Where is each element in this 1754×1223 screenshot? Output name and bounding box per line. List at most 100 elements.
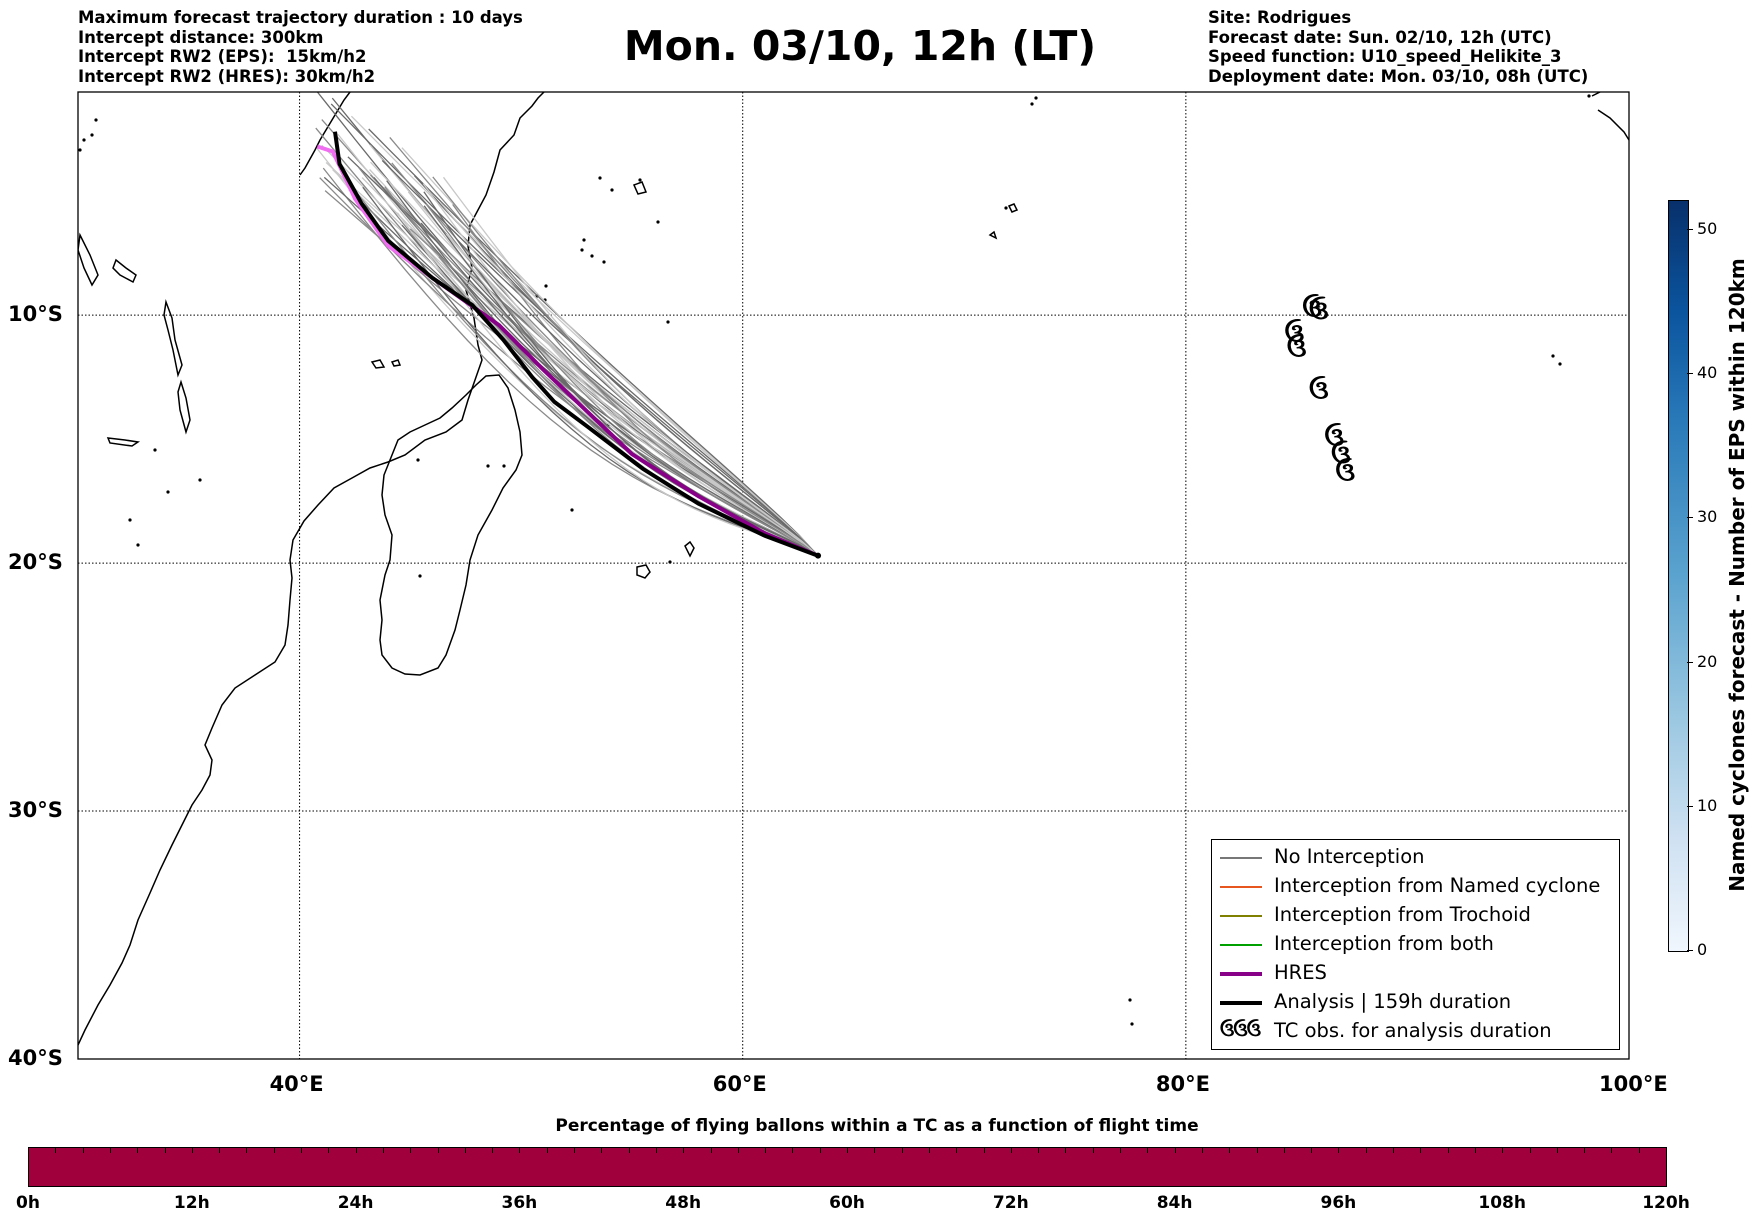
islet: [90, 133, 94, 137]
flight-time-minor-tick: [1474, 1147, 1476, 1153]
comoros-island: [370, 359, 386, 369]
eps-track: [401, 147, 819, 557]
islet: [570, 508, 574, 512]
flight-time-minor-tick: [164, 1147, 166, 1153]
eps-colorbar-tick-label: 10: [1697, 795, 1718, 815]
islet: [610, 188, 614, 192]
flight-time-minor-tick: [1092, 1147, 1094, 1153]
flight-time-minor-tick: [628, 1147, 630, 1153]
flight-time-minor-tick: [464, 1147, 466, 1153]
eps-colorbar-tick-mark: [1687, 373, 1693, 375]
flight-time-minor-tick: [219, 1147, 221, 1153]
flight-time-minor-tick: [765, 1147, 767, 1153]
lon-tick-label: 60°E: [712, 1072, 767, 1096]
islet: [1130, 1022, 1134, 1026]
flight-time-minor-tick: [737, 1147, 739, 1153]
eps-track: [445, 233, 819, 557]
islet: [416, 458, 420, 462]
sumatra-fragment: [1597, 109, 1629, 141]
flight-time-minor-tick: [928, 1147, 930, 1153]
islet: [668, 560, 672, 564]
madagascar-coastline: [379, 374, 523, 676]
islet: [602, 260, 606, 264]
flight-time-minor-tick: [983, 1147, 985, 1153]
eps-track: [439, 202, 819, 557]
flight-time-minor-tick: [901, 1147, 903, 1153]
eps-colorbar-tick-mark: [1687, 805, 1693, 807]
east-coast-fragment: [1591, 92, 1601, 97]
islet: [1034, 96, 1038, 100]
flight-time-minor-tick: [328, 1147, 330, 1153]
tc-obs-symbol: ઉ: [1336, 457, 1356, 487]
flight-time-minor-tick: [710, 1147, 712, 1153]
seychelles-island: [632, 181, 648, 195]
islet: [153, 448, 157, 452]
tc-obs-symbol: ઉ: [1331, 440, 1351, 470]
flight-time-minor-tick: [655, 1147, 657, 1153]
flight-time-minor-tick: [1201, 1147, 1203, 1153]
legend-item: Analysis | 159h duration: [1212, 989, 1619, 1018]
flight-time-tick-label: 36h: [501, 1193, 538, 1213]
flight-time-minor-tick: [1038, 1147, 1040, 1153]
flight-time-minor-tick: [1611, 1147, 1613, 1153]
eps-colorbar-tick-mark: [1687, 517, 1693, 519]
page-title: Mon. 03/10, 12h (LT): [623, 22, 1097, 70]
legend-item: No Interception: [1212, 844, 1619, 873]
flight-time-tick-label: 72h: [992, 1193, 1029, 1213]
legend: No Interception Interception from Named c…: [1211, 839, 1620, 1050]
flight-time-minor-tick: [1447, 1147, 1449, 1153]
flight-time-tick-label: 12h: [173, 1193, 210, 1213]
eps-colorbar-tick-label: 30: [1697, 507, 1718, 527]
islet: [1587, 94, 1591, 98]
legend-item-label: TC obs. for analysis duration: [1274, 1019, 1552, 1042]
flight-time-minor-tick: [1502, 1147, 1504, 1153]
flight-time-minor-tick: [819, 1147, 821, 1153]
lake-tanganyika: [163, 299, 183, 378]
eps-colorbar-tick-label: 20: [1697, 651, 1718, 671]
flight-time-minor-tick: [1120, 1147, 1121, 1153]
flight-time-tick-label: 60h: [829, 1193, 865, 1213]
reunion-island: [636, 564, 651, 579]
flight-time-minor-tick: [792, 1147, 794, 1153]
analysis-track: [333, 131, 819, 558]
flight-time-minor-tick: [1529, 1147, 1531, 1153]
flight-time-colorbar-title: Percentage of flying ballons within a TC…: [555, 1116, 1199, 1136]
flight-time-colorbar: [28, 1147, 1667, 1187]
flight-time-minor-tick: [246, 1147, 248, 1153]
flight-time-minor-tick: [410, 1147, 412, 1153]
lon-tick-label: 80°E: [1155, 1072, 1210, 1096]
flight-time-minor-tick: [1638, 1147, 1640, 1153]
lon-tick-label: 100°E: [1599, 1072, 1668, 1096]
islet: [136, 543, 140, 547]
header-right-line: Site: Rodrigues: [1208, 8, 1352, 27]
islet: [1004, 206, 1008, 210]
legend-item: Interception from Named cyclone: [1212, 873, 1619, 902]
islet: [82, 138, 86, 142]
eps-track: [414, 175, 819, 557]
tc-obs-symbol: ઉ: [1285, 319, 1305, 349]
flight-time-minor-tick: [191, 1147, 193, 1153]
flight-time-tick-label: 120h: [1642, 1193, 1690, 1213]
flight-time-tick-label: 24h: [337, 1193, 374, 1213]
flight-time-minor-tick: [82, 1147, 84, 1153]
flight-time-minor-tick: [355, 1147, 357, 1153]
eps-colorbar: [1668, 200, 1689, 952]
islet: [128, 518, 132, 522]
flight-time-minor-tick: [519, 1147, 521, 1153]
flight-time-tick-label: 48h: [665, 1193, 702, 1213]
eps-track: [396, 212, 819, 557]
flight-time-minor-tick: [1010, 1147, 1012, 1153]
flight-time-minor-tick: [1229, 1147, 1231, 1153]
flight-time-minor-tick: [1338, 1147, 1340, 1153]
flight-time-minor-tick: [1365, 1147, 1367, 1153]
eps-track: [362, 186, 819, 557]
flight-time-minor-tick: [956, 1147, 958, 1153]
cargados-island: [1007, 203, 1019, 213]
islet: [638, 178, 642, 182]
flight-time-minor-tick: [437, 1147, 439, 1153]
legend-item-label: Interception from both: [1274, 932, 1494, 955]
lake-victoria: [112, 258, 137, 284]
flight-time-minor-tick: [1283, 1147, 1285, 1153]
flight-time-minor-tick: [574, 1147, 575, 1153]
flight-time-minor-tick: [1256, 1147, 1258, 1153]
